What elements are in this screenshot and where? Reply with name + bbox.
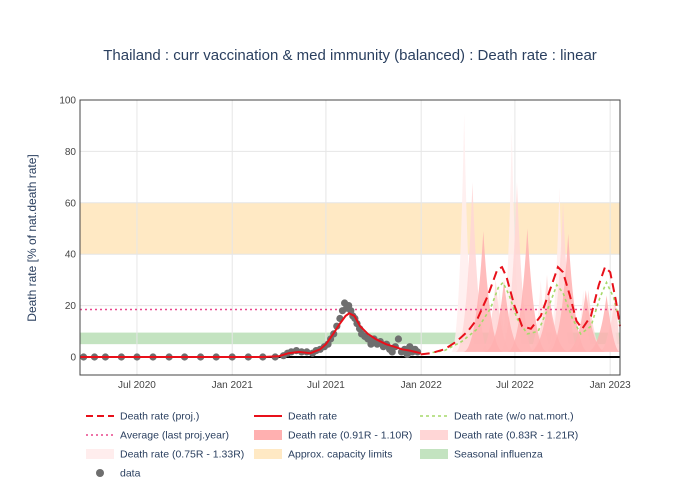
legend-label: Average (last proj.year) bbox=[120, 430, 229, 442]
range-peak bbox=[597, 295, 621, 352]
legend-swatch bbox=[254, 430, 282, 440]
range-peak bbox=[463, 231, 504, 352]
reference-bands bbox=[80, 202, 620, 345]
legend-item: Death rate (w/o nat.mort.) bbox=[420, 411, 574, 423]
x-tick-label: Jan 2022 bbox=[401, 380, 443, 391]
legend-label: Death rate (0.83R - 1.21R) bbox=[454, 430, 578, 442]
range-peak bbox=[507, 228, 548, 352]
x-tick-label: Jul 2020 bbox=[118, 380, 156, 391]
range-peak bbox=[546, 202, 581, 352]
projection-ranges bbox=[451, 112, 621, 352]
legend-label: data bbox=[120, 468, 141, 480]
legend-label: Approx. capacity limits bbox=[288, 449, 392, 461]
legend-label: Seasonal influenza bbox=[454, 449, 543, 461]
legend-label: Death rate (w/o nat.mort.) bbox=[454, 411, 574, 423]
legend-item: Approx. capacity limits bbox=[254, 449, 392, 461]
range-peak bbox=[451, 112, 478, 352]
range-peak bbox=[484, 279, 525, 352]
x-tick-label: Jul 2022 bbox=[496, 380, 534, 391]
range-peak bbox=[498, 130, 525, 352]
range-peak bbox=[565, 290, 606, 352]
x-tick-label: Jan 2023 bbox=[590, 380, 632, 391]
plot-frame bbox=[79, 99, 621, 376]
chart-title: Thailand : curr vaccination & med immuni… bbox=[103, 47, 597, 64]
range-peak bbox=[455, 182, 490, 352]
legend: Death rate (proj.) Death rate Death rate (… bbox=[86, 411, 578, 480]
plot-area bbox=[79, 99, 621, 376]
legend-item: Death rate (0.91R - 1.10R) bbox=[254, 430, 412, 442]
y-tick-label: 60 bbox=[65, 198, 77, 209]
data-point bbox=[388, 348, 396, 356]
y-axis-ticks: 0 20 40 60 80 100 bbox=[59, 96, 76, 364]
legend-swatch bbox=[254, 449, 282, 459]
legend-item: Seasonal influenza bbox=[420, 449, 543, 461]
legend-swatch bbox=[420, 449, 448, 459]
data-point bbox=[394, 335, 402, 343]
x-tick-label: Jan 2021 bbox=[212, 380, 254, 391]
y-tick-label: 80 bbox=[65, 147, 77, 158]
series-death-rate bbox=[80, 312, 421, 358]
x-tick-label: Jul 2021 bbox=[307, 380, 345, 391]
y-tick-label: 100 bbox=[59, 96, 76, 107]
legend-item: Death rate (0.75R - 1.33R) bbox=[86, 449, 244, 461]
legend-item: Average (last proj.year) bbox=[86, 430, 229, 442]
range-peak bbox=[586, 295, 620, 352]
legend-item: Death rate (0.83R - 1.21R) bbox=[420, 430, 578, 442]
range-peak bbox=[499, 182, 534, 352]
series-death-rate-proj bbox=[420, 265, 621, 356]
data-point bbox=[367, 340, 375, 348]
y-tick-label: 40 bbox=[65, 250, 77, 261]
legend-swatch bbox=[86, 449, 114, 459]
legend-swatch bbox=[96, 469, 104, 477]
y-tick-label: 20 bbox=[65, 301, 77, 312]
legend-label: Death rate (proj.) bbox=[120, 411, 199, 423]
data-markers bbox=[80, 299, 422, 361]
legend-label: Death rate bbox=[288, 411, 337, 423]
range-peak bbox=[529, 292, 570, 352]
legend-item: Death rate bbox=[254, 411, 337, 423]
legend-swatch bbox=[420, 430, 448, 440]
legend-label: Death rate (0.75R - 1.33R) bbox=[120, 449, 244, 461]
legend-item: Death rate (proj.) bbox=[86, 411, 199, 423]
legend-label: Death rate (0.91R - 1.10R) bbox=[288, 430, 412, 442]
y-axis-label: Death rate [% of nat.death rate] bbox=[25, 154, 39, 321]
data-point bbox=[364, 335, 372, 343]
legend-item: data bbox=[96, 468, 141, 480]
seasonal-influenza-band bbox=[80, 332, 620, 345]
x-axis-ticks: Jul 2020 Jan 2021 Jul 2021 Jan 2022 Jul 2022… bbox=[118, 380, 631, 391]
capacity-limits-band bbox=[80, 202, 620, 255]
y-tick-label: 0 bbox=[70, 353, 76, 364]
series-death-rate-wo-nat-mort bbox=[420, 280, 621, 356]
range-peak bbox=[478, 279, 513, 352]
